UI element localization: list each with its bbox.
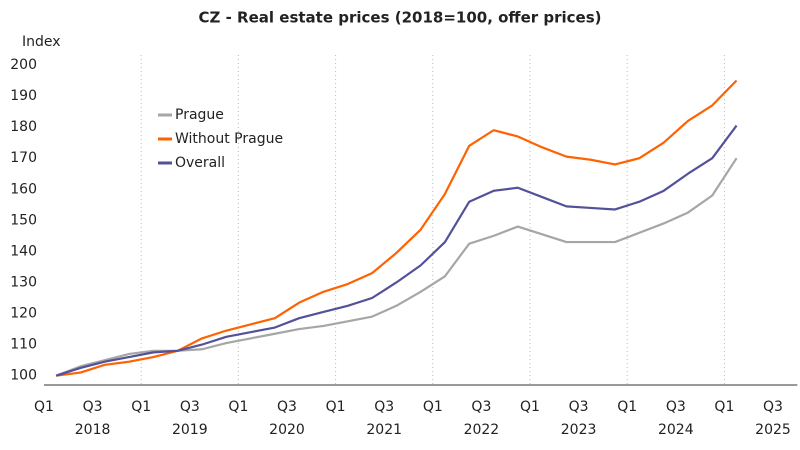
y-tick-label: 200 [10,57,37,73]
x-tick-label: Q3 [666,399,686,415]
series-line [55,157,738,377]
x-tick-label: Q1 [617,399,637,415]
year-label: 2024 [658,422,694,438]
y-tick-label: 120 [10,306,37,322]
year-label: 2021 [366,422,402,438]
year-label: 2025 [755,422,791,438]
legend-label: Prague [175,107,224,123]
x-tick-label: Q3 [83,399,103,415]
year-label: 2019 [172,422,208,438]
legend-label: Overall [175,155,225,171]
year-label: 2020 [269,422,305,438]
x-tick-label: Q1 [714,399,734,415]
x-tick-label: Q1 [326,399,346,415]
y-tick-label: 180 [10,119,37,135]
y-tick-label: 170 [10,150,37,166]
x-tick-label: Q3 [763,399,783,415]
series-line [56,79,738,377]
x-tick-label: Q3 [374,399,394,415]
x-tick-label: Q1 [520,399,540,415]
x-tick-label: Q3 [471,399,491,415]
year-label: 2022 [464,422,500,438]
x-tick-label: Q1 [228,399,248,415]
series-line [55,124,738,377]
y-tick-label: 150 [10,212,37,228]
y-tick-label: 140 [10,243,37,259]
x-tick-label: Q3 [277,399,297,415]
x-tick-label: Q1 [131,399,151,415]
x-tick-label: Q1 [34,399,54,415]
legend-label: Without Prague [175,131,283,147]
chart-title: CZ - Real estate prices (2018=100, offer… [199,9,602,27]
year-label: 2018 [75,422,111,438]
y-tick-label: 110 [10,337,37,353]
x-tick-label: Q3 [569,399,589,415]
y-tick-label: 190 [10,88,37,104]
y-tick-label: 160 [10,181,37,197]
x-tick-label: Q3 [180,399,200,415]
y-tick-label: 130 [10,274,37,290]
y-tick-label: 100 [10,368,37,384]
x-tick-label: Q1 [423,399,443,415]
y-axis-label: Index [22,34,61,50]
year-label: 2023 [561,422,597,438]
